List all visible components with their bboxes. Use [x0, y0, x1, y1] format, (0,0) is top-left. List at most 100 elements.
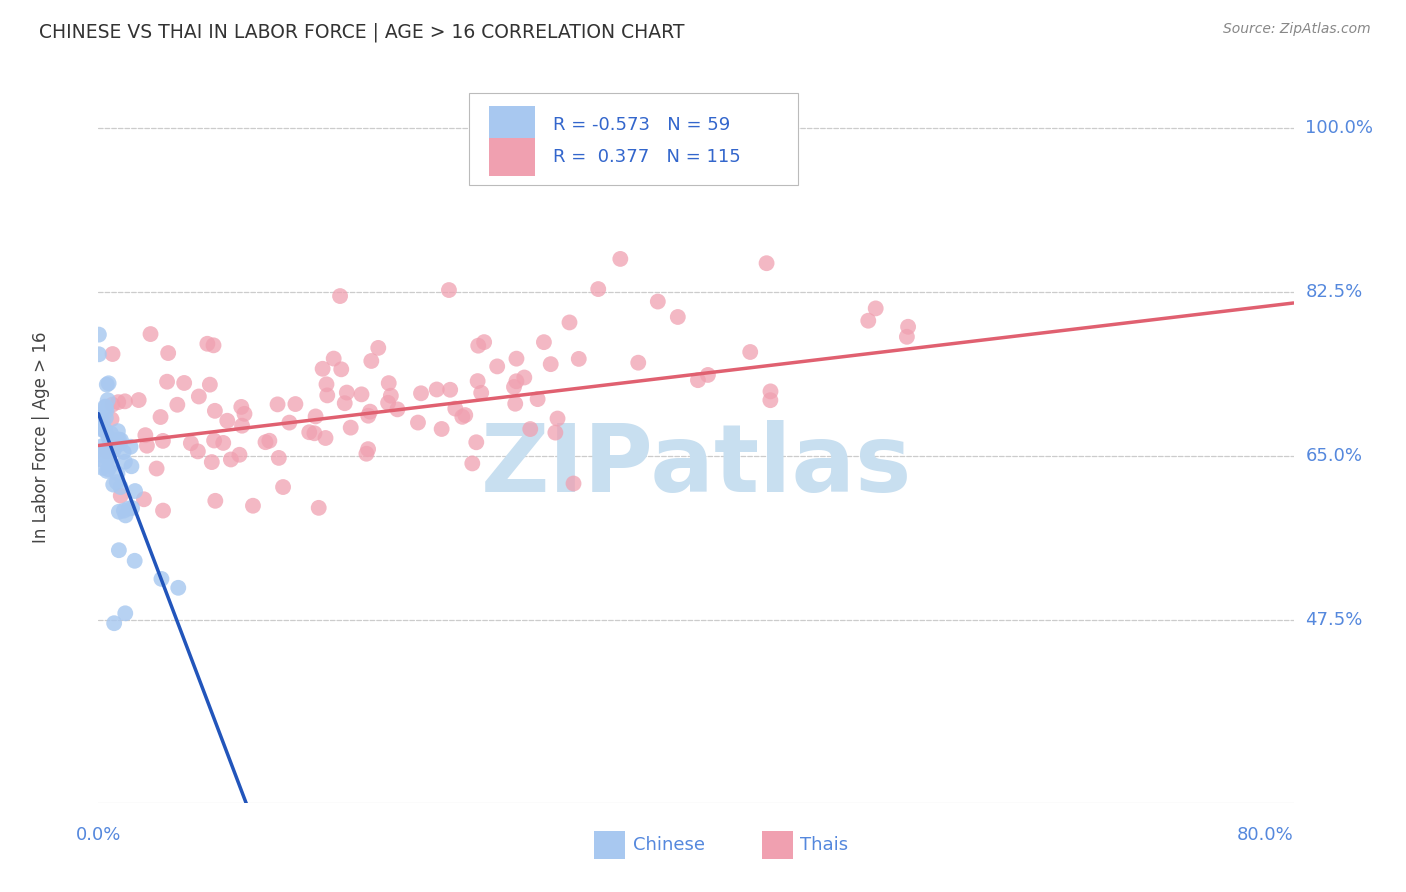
Point: [87, 347, 110, 361]
Point: [150, 572, 173, 586]
Point: [259, 434, 281, 448]
Point: [139, 327, 162, 342]
Point: [173, 376, 195, 390]
Point: [149, 410, 172, 425]
Point: [96, 403, 118, 417]
Point: [180, 436, 202, 450]
Point: [377, 396, 399, 410]
Point: [513, 370, 536, 384]
Point: [330, 362, 353, 376]
Point: [350, 387, 373, 401]
Point: [547, 411, 569, 425]
Point: [278, 416, 301, 430]
Point: [94, 424, 117, 438]
Point: [124, 554, 146, 568]
Point: [505, 374, 527, 388]
Point: [444, 401, 467, 416]
Point: [202, 338, 225, 352]
Point: [101, 398, 124, 412]
Point: [336, 385, 359, 400]
Text: 0.0%: 0.0%: [76, 826, 121, 844]
Point: [759, 393, 782, 408]
Point: [329, 289, 352, 303]
Point: [740, 345, 762, 359]
Point: [254, 435, 277, 450]
Point: [533, 335, 555, 350]
Point: [367, 341, 389, 355]
Point: [204, 493, 226, 508]
Text: R = -0.573   N = 59: R = -0.573 N = 59: [553, 116, 730, 134]
Bar: [762, 831, 793, 859]
Point: [97, 393, 120, 408]
Point: [100, 458, 122, 472]
Point: [865, 301, 887, 316]
Point: [114, 455, 136, 469]
Point: [91, 423, 114, 437]
Point: [156, 375, 179, 389]
Point: [356, 447, 378, 461]
Point: [505, 351, 527, 366]
Point: [118, 501, 141, 516]
Point: [359, 404, 381, 418]
Point: [94, 410, 117, 425]
Point: [136, 439, 159, 453]
Point: [759, 384, 782, 399]
Text: 47.5%: 47.5%: [1306, 611, 1362, 629]
Point: [451, 409, 474, 424]
Point: [112, 503, 135, 517]
Point: [271, 480, 294, 494]
Point: [101, 347, 124, 361]
Point: [124, 483, 146, 498]
Point: [233, 407, 256, 421]
Point: [409, 386, 432, 401]
Point: [97, 376, 120, 391]
Point: [406, 416, 429, 430]
Text: 100.0%: 100.0%: [1306, 119, 1374, 136]
Point: [100, 426, 122, 441]
Text: In Labor Force | Age > 16: In Labor Force | Age > 16: [32, 331, 51, 543]
Point: [201, 455, 224, 469]
Bar: [595, 831, 626, 859]
Point: [316, 388, 339, 402]
Point: [686, 373, 709, 387]
Point: [697, 368, 720, 382]
Point: [187, 390, 209, 404]
Point: [120, 440, 142, 454]
Point: [437, 283, 460, 297]
Point: [103, 440, 125, 454]
Point: [91, 460, 114, 475]
Point: [110, 489, 132, 503]
Text: ZIPatlas: ZIPatlas: [481, 420, 911, 512]
Point: [198, 377, 221, 392]
Text: 65.0%: 65.0%: [1306, 447, 1362, 465]
Point: [87, 415, 110, 429]
Point: [93, 446, 115, 460]
Point: [96, 377, 118, 392]
Point: [304, 409, 326, 424]
Point: [315, 377, 337, 392]
Point: [96, 464, 118, 478]
Point: [89, 452, 111, 467]
Point: [108, 437, 131, 451]
Point: [562, 476, 585, 491]
Point: [315, 431, 337, 445]
Point: [267, 450, 290, 465]
Point: [204, 404, 226, 418]
Point: [94, 423, 117, 437]
Point: [231, 418, 253, 433]
Point: [231, 400, 253, 414]
Point: [486, 359, 509, 374]
Point: [91, 439, 114, 453]
Point: [360, 354, 382, 368]
Point: [461, 457, 484, 471]
Text: Source: ZipAtlas.com: Source: ZipAtlas.com: [1223, 22, 1371, 37]
Point: [134, 428, 156, 442]
Point: [91, 420, 114, 434]
Point: [666, 310, 689, 324]
Point: [120, 459, 142, 474]
Point: [426, 383, 449, 397]
Point: [96, 450, 118, 465]
Point: [128, 392, 150, 407]
Text: CHINESE VS THAI IN LABOR FORCE | AGE > 16 CORRELATION CHART: CHINESE VS THAI IN LABOR FORCE | AGE > 1…: [39, 22, 685, 42]
Point: [145, 461, 167, 475]
